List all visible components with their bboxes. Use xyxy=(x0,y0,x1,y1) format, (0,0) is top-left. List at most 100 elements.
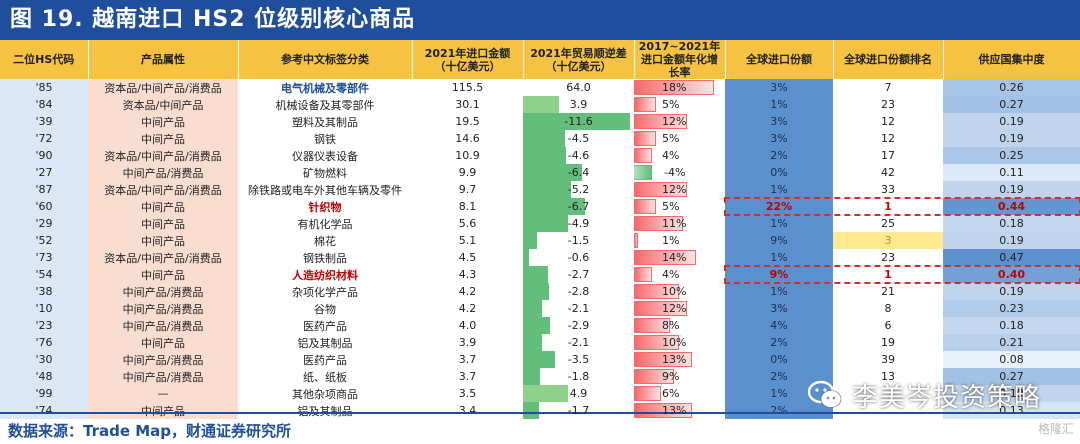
cell-trade-balance: -4.6 xyxy=(523,147,634,164)
cell-global-share: 2% xyxy=(725,334,833,351)
table-row: '73 资本品/中间产品/消费品 钢铁制品 4.5 -0.6 14% 1% 23 0.47 xyxy=(0,249,1080,266)
cell-share-rank: 12 xyxy=(833,113,943,130)
cell-share-rank: 1 xyxy=(833,198,943,215)
cell-hs-code: '90 xyxy=(0,147,88,164)
cell-global-share: 2% xyxy=(725,368,833,385)
cell-import-value: 19.5 xyxy=(412,113,523,130)
balance-value: -2.1 xyxy=(567,336,590,349)
balance-bar xyxy=(523,334,542,351)
cell-cn-category: 塑料及其制品 xyxy=(238,113,412,130)
cell-share-rank: 12 xyxy=(833,130,943,147)
growth-bar xyxy=(634,114,687,129)
cell-cn-category: 除铁路或电车外其他车辆及零件 xyxy=(238,181,412,198)
growth-bar xyxy=(634,369,674,384)
cell-trade-balance: -2.9 xyxy=(523,317,634,334)
source-note: 数据来源：Trade Map，财通证券研究所 xyxy=(8,422,292,440)
cell-attribute: 中间产品 xyxy=(88,266,238,283)
cell-share-rank: 39 xyxy=(833,351,943,368)
balance-value: 4.9 xyxy=(569,387,588,400)
cell-growth-rate: 10% xyxy=(634,334,725,351)
cell-supplier-concentration: 0.26 xyxy=(943,79,1080,96)
cell-share-rank: 25 xyxy=(833,215,943,232)
cell-attribute: 资本品/中间产品/消费品 xyxy=(88,181,238,198)
cell-attribute: 中间产品 xyxy=(88,232,238,249)
cell-share-rank: 23 xyxy=(833,249,943,266)
growth-value: 4% xyxy=(662,149,680,162)
cell-share-rank: 13 xyxy=(833,368,943,385)
cell-supplier-concentration: 0.44 xyxy=(943,198,1080,215)
cell-supplier-concentration: 0.23 xyxy=(943,300,1080,317)
growth-bar xyxy=(634,267,652,282)
cell-attribute: 中间产品/消费品 xyxy=(88,300,238,317)
balance-value: -2.7 xyxy=(567,268,590,281)
cell-hs-code: '60 xyxy=(0,198,88,215)
cell-attribute: 中间产品 xyxy=(88,215,238,232)
cell-cn-category: 医药产品 xyxy=(238,317,412,334)
growth-bar xyxy=(634,386,661,401)
cell-cn-category: 钢铁 xyxy=(238,130,412,147)
cell-import-value: 4.0 xyxy=(412,317,523,334)
page-title: 图 19. 越南进口 HS2 位级别核心商品 xyxy=(0,0,1080,40)
balance-value: -0.6 xyxy=(567,251,590,264)
growth-value: 11% xyxy=(662,217,687,230)
balance-value: -2.9 xyxy=(567,319,590,332)
balance-bar xyxy=(523,113,630,130)
cell-supplier-concentration: 0.19 xyxy=(943,385,1080,402)
cell-supplier-concentration: 0.19 xyxy=(943,181,1080,198)
table-row: '52 中间产品 棉花 5.1 -1.5 1% 9% 3 0.19 xyxy=(0,232,1080,249)
cell-supplier-concentration: 0.18 xyxy=(943,317,1080,334)
cell-trade-balance: -5.2 xyxy=(523,181,634,198)
cell-growth-rate: 8% xyxy=(634,317,725,334)
cell-attribute: 资本品/中间产品/消费品 xyxy=(88,147,238,164)
cell-global-share: 9% xyxy=(725,232,833,249)
cell-global-share: 3% xyxy=(725,113,833,130)
cell-cn-category: 矿物燃料 xyxy=(238,164,412,181)
header-share-rank: 全球进口份额排名 xyxy=(833,40,944,79)
cell-growth-rate: 12% xyxy=(634,113,725,130)
cell-trade-balance: -6.4 xyxy=(523,164,634,181)
growth-bar xyxy=(634,233,638,248)
cell-hs-code: '85 xyxy=(0,79,88,96)
balance-bar xyxy=(523,96,559,113)
cell-global-share: 1% xyxy=(725,96,833,113)
growth-bar xyxy=(634,284,679,299)
cell-import-value: 3.5 xyxy=(412,385,523,402)
cell-hs-code: '72 xyxy=(0,130,88,147)
cell-import-value: 5.1 xyxy=(412,232,523,249)
cell-growth-rate: 5% xyxy=(634,96,725,113)
cell-import-value: 4.3 xyxy=(412,266,523,283)
balance-value: -4.5 xyxy=(567,132,590,145)
growth-value: 8% xyxy=(662,319,680,332)
cell-global-share: 2% xyxy=(725,147,833,164)
header-attribute: 产品属性 xyxy=(88,40,239,79)
cell-cn-category: 棉花 xyxy=(238,232,412,249)
balance-value: -11.6 xyxy=(564,115,593,128)
balance-value: -1.8 xyxy=(567,370,590,383)
growth-value: 13% xyxy=(662,353,687,366)
balance-bar xyxy=(523,249,529,266)
cell-hs-code: '99 xyxy=(0,385,88,402)
cell-hs-code: '54 xyxy=(0,266,88,283)
growth-value: 9% xyxy=(662,370,680,383)
growth-bar xyxy=(634,199,656,214)
cell-cn-category: 其他杂项商品 xyxy=(238,385,412,402)
growth-bar xyxy=(634,148,652,163)
balance-bar xyxy=(523,266,548,283)
cell-global-share: 0% xyxy=(725,164,833,181)
cell-share-rank: 23 xyxy=(833,96,943,113)
cell-supplier-concentration: 0.19 xyxy=(943,283,1080,300)
cell-import-value: 3.7 xyxy=(412,351,523,368)
growth-value: 13% xyxy=(662,404,687,417)
growth-value: 1% xyxy=(662,234,680,247)
cell-hs-code: '27 xyxy=(0,164,88,181)
cell-growth-rate: 18% xyxy=(634,79,725,96)
growth-value: 5% xyxy=(662,98,680,111)
cell-share-rank: 19 xyxy=(833,334,943,351)
cell-growth-rate: -4% xyxy=(634,164,725,181)
cell-share-rank: 42 xyxy=(833,164,943,181)
cell-import-value: 4.5 xyxy=(412,249,523,266)
cell-share-rank: 17 xyxy=(833,147,943,164)
balance-value: -3.5 xyxy=(567,353,590,366)
balance-bar xyxy=(523,368,540,385)
cell-trade-balance: -2.7 xyxy=(523,266,634,283)
